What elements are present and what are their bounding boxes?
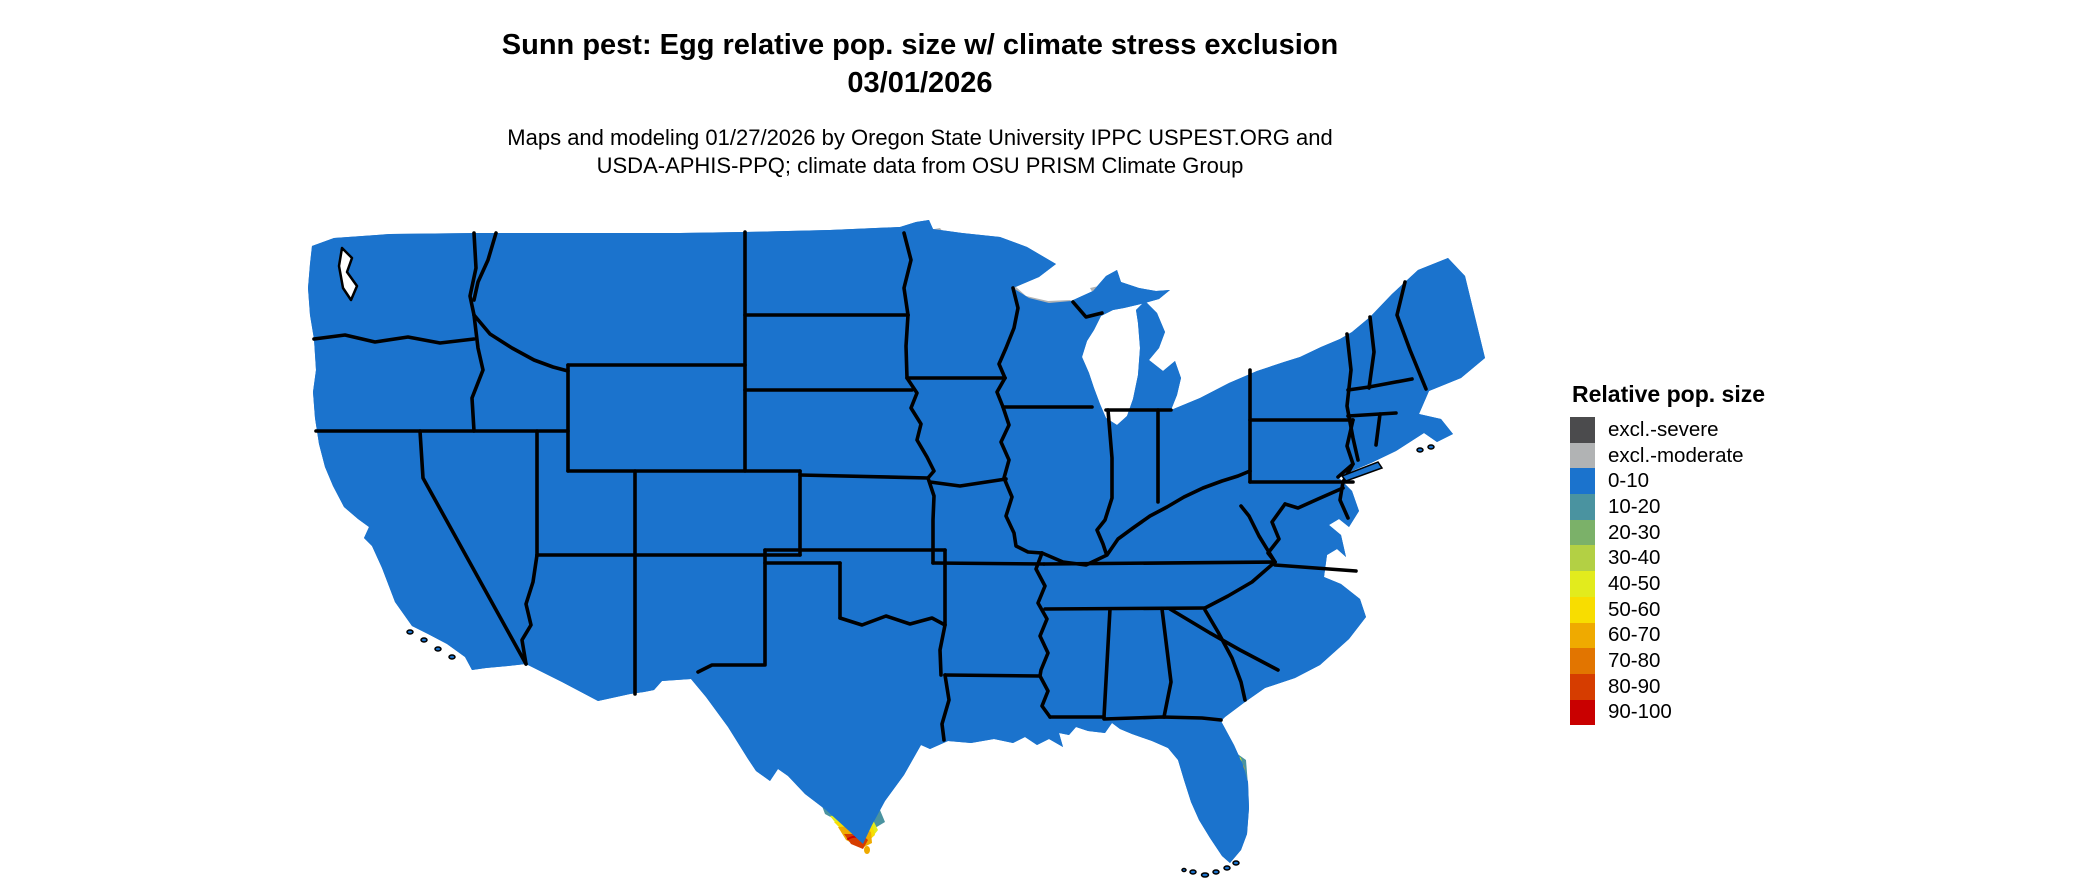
subtitle-line1: Maps and modeling 01/27/2026 by Oregon S… bbox=[507, 125, 1333, 150]
page-title-date: 03/01/2026 bbox=[847, 67, 993, 99]
legend: Relative pop. size excl.-severe excl.-mod… bbox=[1570, 381, 1900, 726]
legend-item-label: 10-20 bbox=[1608, 494, 1661, 518]
legend-swatch-icon bbox=[1570, 571, 1595, 597]
state-borders bbox=[312, 230, 1428, 742]
legend-item-label: 70-80 bbox=[1608, 649, 1661, 673]
page-title-line1: Sunn pest: Egg relative pop. size w/ cli… bbox=[501, 29, 1339, 61]
legend-swatch-icon bbox=[1570, 699, 1595, 726]
nantucket-island bbox=[1416, 447, 1424, 453]
legend-swatch-icon bbox=[1570, 622, 1595, 649]
legend-swatch-icon bbox=[1570, 468, 1595, 495]
florida-key bbox=[1200, 872, 1210, 878]
florida-key bbox=[1223, 865, 1231, 871]
marthas-vineyard-island bbox=[1427, 444, 1435, 450]
legend-item-label: 30-40 bbox=[1608, 546, 1661, 570]
legend-swatch-icon bbox=[1570, 673, 1595, 700]
us-map-container bbox=[300, 220, 1490, 880]
legend-item-label: 50-60 bbox=[1608, 597, 1661, 621]
legend-item-label: 80-90 bbox=[1608, 674, 1661, 698]
channel-island bbox=[406, 629, 414, 635]
legend-swatch-icon bbox=[1570, 648, 1595, 674]
us-map bbox=[300, 220, 1490, 878]
puget-sound bbox=[337, 246, 359, 302]
legend-swatch-icon bbox=[1570, 519, 1595, 546]
title-block: Sunn pest: Egg relative pop. size w/ cli… bbox=[320, 26, 1520, 102]
legend-swatch-icon bbox=[1570, 442, 1595, 469]
legend-item: 80-90 bbox=[1570, 673, 1900, 700]
legend-item: 30-40 bbox=[1570, 545, 1900, 572]
subtitle-line2: USDA-APHIS-PPQ; climate data from OSU PR… bbox=[596, 153, 1244, 178]
florida-key bbox=[1212, 869, 1220, 875]
legend-item: 40-50 bbox=[1570, 571, 1900, 597]
legend-item: 90-100 bbox=[1570, 699, 1900, 726]
legend-item-label: 20-30 bbox=[1608, 520, 1661, 544]
legend-items: excl.-severe excl.-moderate 0-10 10-20 20-30… bbox=[1570, 417, 1900, 726]
subtitle-block: Maps and modeling 01/27/2026 by Oregon S… bbox=[320, 124, 1520, 180]
legend-item: 0-10 bbox=[1570, 468, 1900, 495]
legend-item-label: 60-70 bbox=[1608, 623, 1661, 647]
channel-island bbox=[420, 637, 428, 643]
legend-item: 20-30 bbox=[1570, 519, 1900, 546]
legend-swatch-icon bbox=[1570, 494, 1595, 520]
long-island bbox=[1340, 461, 1384, 482]
channel-island bbox=[448, 654, 456, 660]
florida-key bbox=[1232, 860, 1240, 866]
legend-item: excl.-severe bbox=[1570, 417, 1900, 443]
legend-swatch-icon bbox=[1570, 417, 1595, 443]
islands bbox=[406, 444, 1435, 878]
texas-tip-spot bbox=[864, 846, 870, 854]
florida-key bbox=[1189, 869, 1197, 875]
legend-item: 10-20 bbox=[1570, 494, 1900, 520]
legend-title: Relative pop. size bbox=[1572, 381, 1766, 407]
channel-island bbox=[434, 646, 442, 652]
legend-item-label: 0-10 bbox=[1608, 469, 1650, 493]
legend-item-label: 40-50 bbox=[1608, 571, 1661, 595]
legend-item-label: 90-100 bbox=[1608, 700, 1672, 724]
legend-swatch-icon bbox=[1570, 596, 1595, 623]
legend-swatch-icon bbox=[1570, 545, 1595, 572]
florida-key bbox=[1181, 867, 1187, 873]
legend-item: excl.-moderate bbox=[1570, 442, 1900, 469]
legend-item: 50-60 bbox=[1570, 596, 1900, 623]
legend-item-label: excl.-severe bbox=[1608, 417, 1719, 441]
legend-item: 70-80 bbox=[1570, 648, 1900, 674]
legend-item-label: excl.-moderate bbox=[1608, 443, 1744, 467]
legend-item: 60-70 bbox=[1570, 622, 1900, 649]
